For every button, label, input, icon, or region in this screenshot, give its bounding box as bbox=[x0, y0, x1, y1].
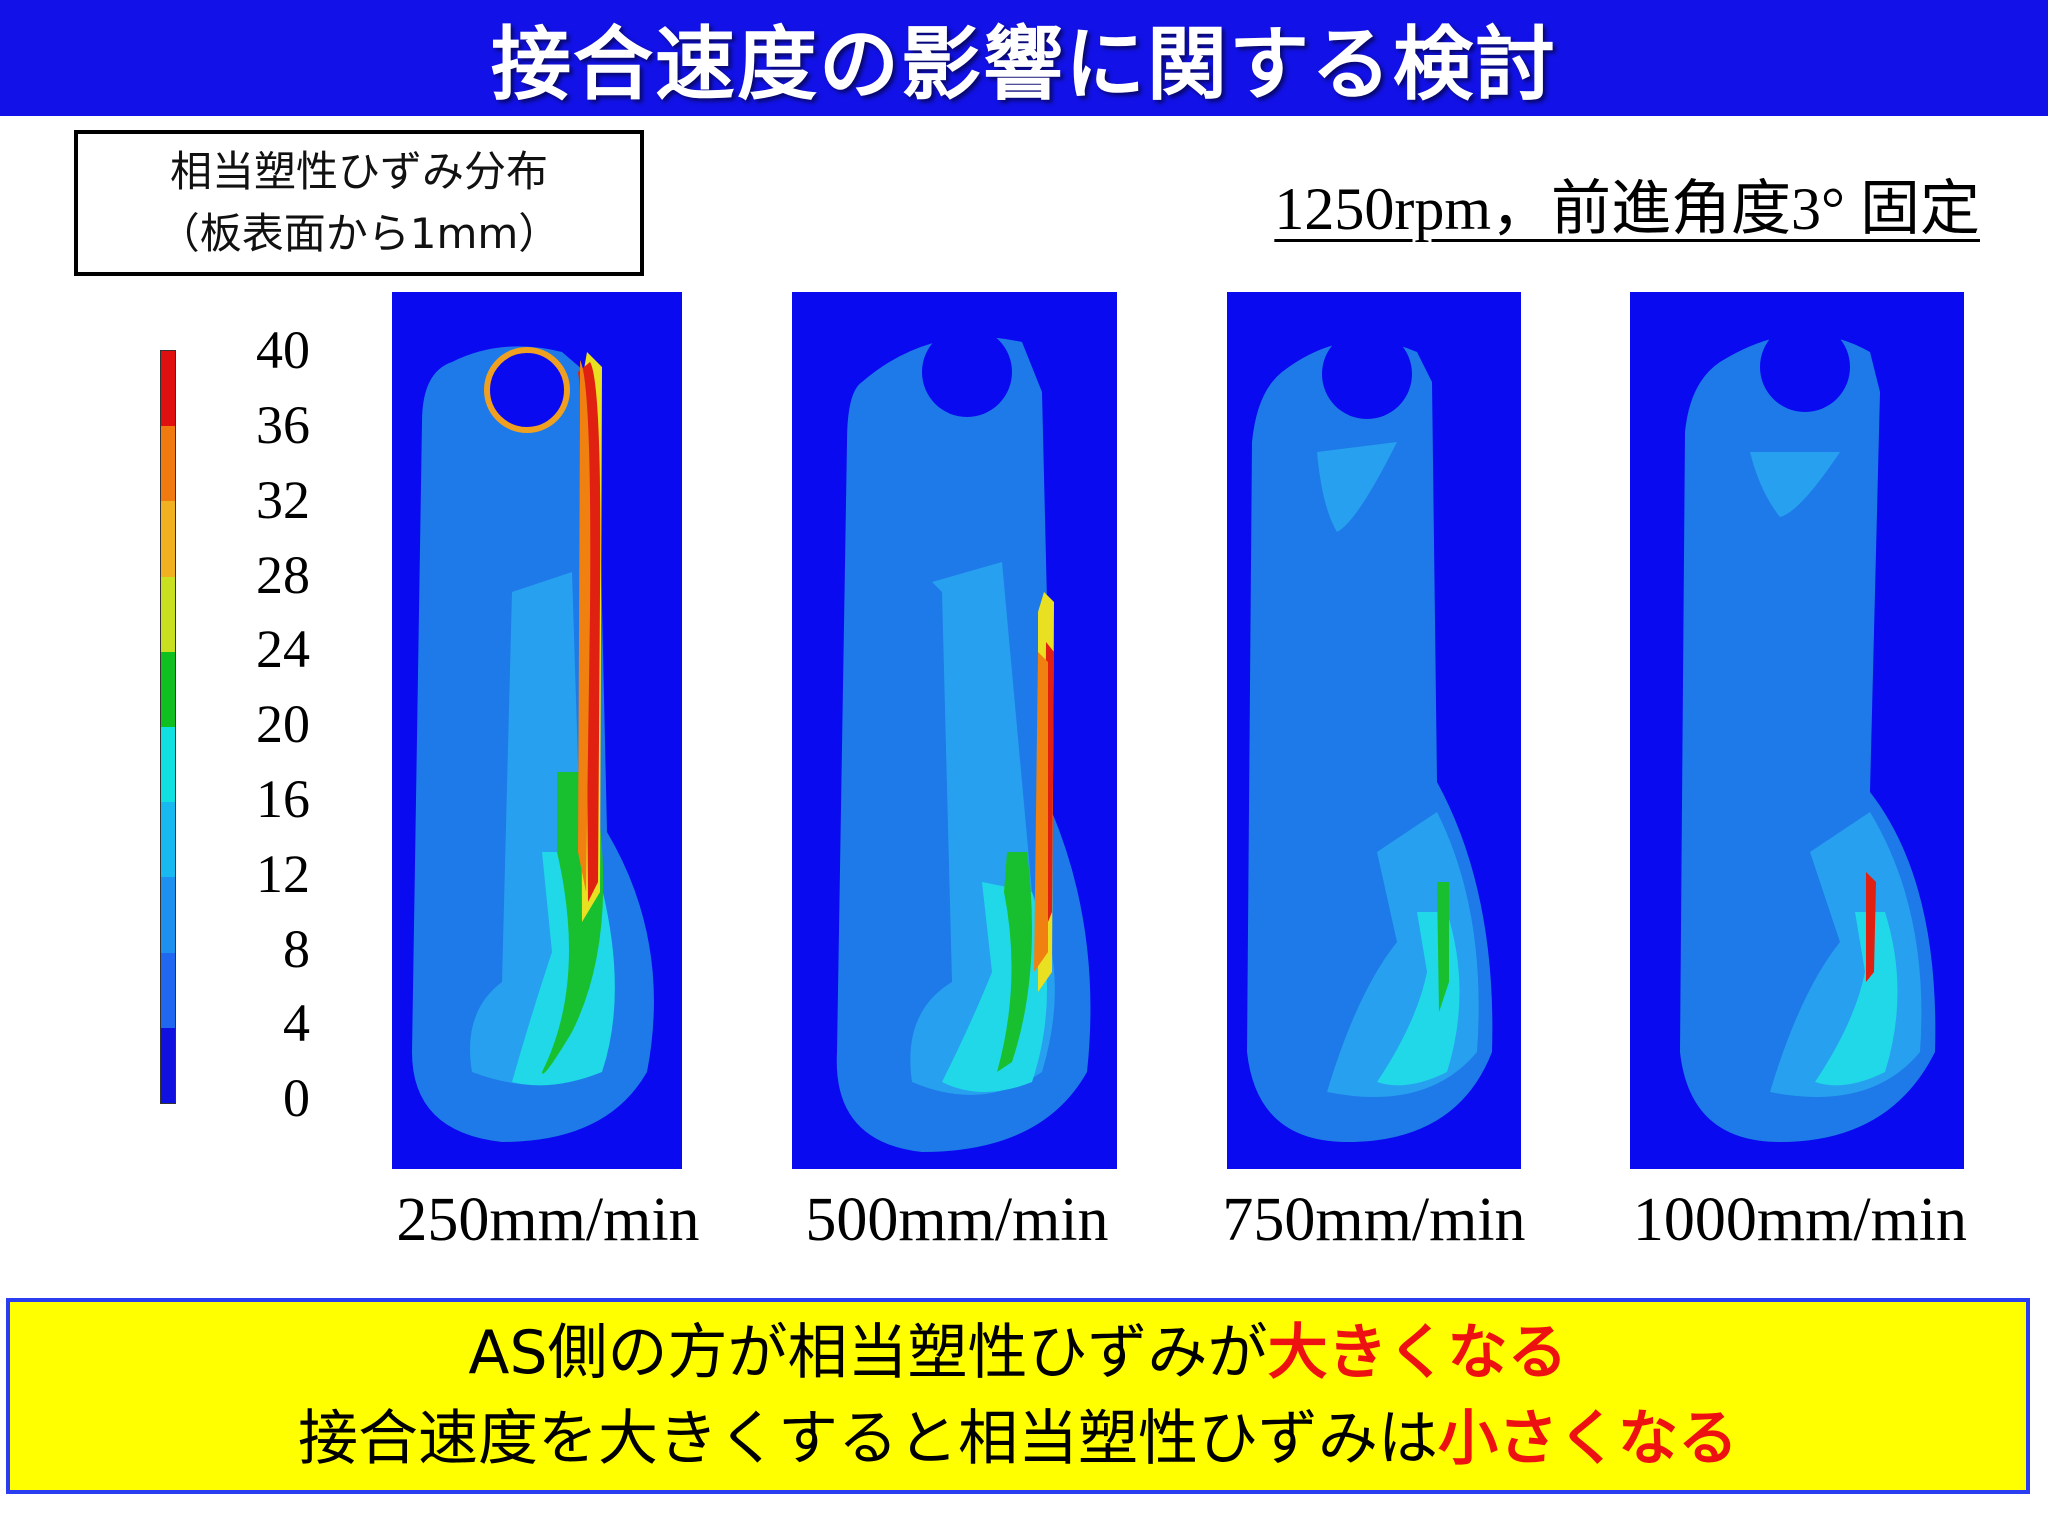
colorbar-seg-1 bbox=[161, 426, 175, 502]
speed-label-250: 250mm/min bbox=[396, 1186, 700, 1254]
speed-label-1000: 1000mm/min bbox=[1632, 1186, 1968, 1254]
colorbar-tick: 40 bbox=[256, 320, 310, 380]
strain-map-1000-image bbox=[1680, 322, 1936, 1142]
colorbar-tick: 16 bbox=[256, 769, 310, 829]
strain-map-250-image bbox=[412, 346, 654, 1142]
colorbar-seg-6 bbox=[161, 802, 175, 878]
summary-line-2-highlight: 小さくなる bbox=[1438, 1404, 1738, 1474]
orange-streak bbox=[1034, 652, 1048, 972]
strain-map-500 bbox=[792, 292, 1117, 1169]
legend-title-line1: 相当塑性ひずみ分布 bbox=[169, 147, 548, 196]
colorbar-tick: 12 bbox=[256, 844, 310, 904]
colorbar-seg-5 bbox=[161, 727, 175, 803]
conditions-label: 1250rpm，前進角度3° 固定 bbox=[1274, 176, 1980, 242]
strain-map-750 bbox=[1227, 292, 1521, 1169]
colorbar-tick: 4 bbox=[283, 993, 310, 1053]
colorbar-tick: 0 bbox=[283, 1068, 310, 1128]
summary-line-1-highlight: 大きくなる bbox=[1267, 1318, 1568, 1388]
green-band bbox=[1437, 882, 1449, 1012]
summary-line-2-text: 接合速度を大きくすると相当塑性ひずみは bbox=[298, 1404, 1438, 1474]
colorbar-tick: 24 bbox=[256, 619, 310, 679]
strain-map-1000 bbox=[1630, 292, 1964, 1169]
legend-title-box: 相当塑性ひずみ分布 （板表面から1mm） bbox=[74, 130, 644, 276]
weld-zone-inner bbox=[1815, 912, 1898, 1086]
strain-map-500-image bbox=[836, 327, 1091, 1152]
strain-map-750-image bbox=[1247, 329, 1493, 1142]
hot-streak bbox=[1866, 872, 1876, 982]
colorbar-seg-2 bbox=[161, 501, 175, 577]
colorbar-seg-8 bbox=[161, 952, 175, 1028]
strain-map-250 bbox=[392, 292, 682, 1169]
colorbar-seg-3 bbox=[161, 576, 175, 652]
summary-line-2: 接合速度を大きくすると相当塑性ひずみは小さくなる bbox=[298, 1396, 1738, 1482]
legend-title-line2: （板表面から1mm） bbox=[157, 209, 561, 258]
page-title: 接合速度の影響に関する検討 bbox=[491, 18, 1557, 111]
speed-label-750: 750mm/min bbox=[1222, 1186, 1526, 1254]
upper-patch bbox=[1750, 452, 1840, 517]
summary-box: AS側の方が相当塑性ひずみが大きくなる 接合速度を大きくすると相当塑性ひずみは小… bbox=[6, 1298, 2030, 1494]
green-band bbox=[997, 852, 1032, 1072]
tool-pin-hole bbox=[1322, 329, 1412, 419]
upper-patch bbox=[1317, 442, 1397, 532]
colorbar-seg-0 bbox=[161, 351, 175, 427]
colorbar-tick: 36 bbox=[256, 395, 310, 455]
tool-pin-hole bbox=[484, 347, 570, 433]
colorbar-seg-4 bbox=[161, 651, 175, 728]
summary-line-1-text: AS側の方が相当塑性ひずみが bbox=[468, 1318, 1268, 1388]
tool-pin-hole bbox=[1760, 322, 1850, 412]
colorbar-tick: 8 bbox=[283, 919, 310, 979]
title-bar: 接合速度の影響に関する検討 bbox=[0, 0, 2048, 116]
summary-line-1: AS側の方が相当塑性ひずみが大きくなる bbox=[468, 1310, 1567, 1396]
colorbar-seg-7 bbox=[161, 877, 175, 953]
colorbar-seg-9 bbox=[161, 1027, 175, 1104]
tool-pin-hole bbox=[922, 327, 1012, 417]
colorbar-tick: 28 bbox=[256, 545, 310, 605]
orange-streak bbox=[578, 360, 591, 892]
colorbar-tick: 32 bbox=[256, 470, 310, 530]
colorbar bbox=[160, 350, 176, 1104]
speed-label-500: 500mm/min bbox=[805, 1186, 1109, 1254]
colorbar-tick: 20 bbox=[256, 694, 310, 754]
